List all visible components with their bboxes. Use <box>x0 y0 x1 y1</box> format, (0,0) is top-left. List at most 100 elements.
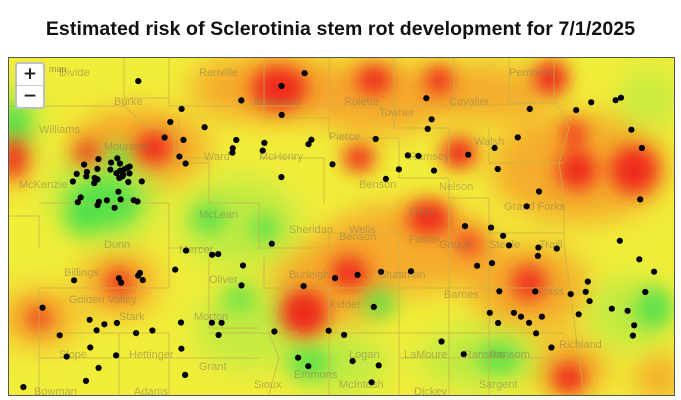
station-marker[interactable] <box>136 269 143 277</box>
station-marker[interactable] <box>496 288 503 295</box>
station-marker[interactable] <box>167 118 174 126</box>
station-marker[interactable] <box>438 338 445 345</box>
station-marker[interactable] <box>584 278 591 285</box>
station-marker[interactable] <box>117 196 124 203</box>
station-marker[interactable] <box>428 116 435 123</box>
station-marker[interactable] <box>424 125 431 132</box>
station-marker[interactable] <box>305 141 312 148</box>
station-marker[interactable] <box>523 203 530 210</box>
station-marker[interactable] <box>460 351 467 358</box>
station-marker[interactable] <box>114 155 121 162</box>
station-marker[interactable] <box>575 311 582 318</box>
station-marker[interactable] <box>631 322 638 329</box>
station-marker[interactable] <box>83 168 90 176</box>
station-marker[interactable] <box>407 268 415 275</box>
station-marker[interactable] <box>77 194 84 201</box>
station-marker[interactable] <box>177 319 185 326</box>
station-marker[interactable] <box>94 165 101 172</box>
station-marker[interactable] <box>208 319 215 326</box>
station-marker[interactable] <box>370 303 377 310</box>
station-marker[interactable] <box>161 134 168 141</box>
station-marker[interactable] <box>176 153 183 160</box>
station-marker[interactable] <box>81 161 88 168</box>
station-marker[interactable] <box>103 197 110 204</box>
station-marker[interactable] <box>491 144 498 151</box>
station-marker[interactable] <box>238 97 245 104</box>
station-marker[interactable] <box>295 354 302 361</box>
station-marker[interactable] <box>486 309 493 316</box>
station-marker[interactable] <box>91 180 98 187</box>
station-marker[interactable] <box>133 330 140 337</box>
station-marker[interactable] <box>395 166 402 173</box>
station-marker[interactable] <box>183 247 190 254</box>
station-marker[interactable] <box>538 313 546 320</box>
station-marker[interactable] <box>430 167 438 174</box>
station-marker[interactable] <box>278 174 285 181</box>
station-marker[interactable] <box>69 178 76 185</box>
station-marker[interactable] <box>229 145 236 152</box>
station-marker[interactable] <box>233 136 240 144</box>
station-marker[interactable] <box>510 309 517 316</box>
station-marker[interactable] <box>93 327 100 334</box>
station-marker[interactable] <box>415 152 422 159</box>
station-marker[interactable] <box>149 327 156 334</box>
station-marker[interactable] <box>526 105 533 112</box>
station-marker[interactable] <box>349 358 356 365</box>
station-marker[interactable] <box>526 319 533 326</box>
station-marker[interactable] <box>629 332 637 339</box>
station-marker[interactable] <box>465 151 472 158</box>
station-marker[interactable] <box>95 156 102 163</box>
station-marker[interactable] <box>116 174 123 182</box>
station-marker[interactable] <box>325 327 332 334</box>
station-marker[interactable] <box>215 331 222 339</box>
station-marker[interactable] <box>218 319 225 326</box>
station-marker[interactable] <box>423 95 430 102</box>
station-marker[interactable] <box>305 363 312 370</box>
station-marker[interactable] <box>108 159 115 166</box>
station-marker[interactable] <box>377 268 385 275</box>
station-marker[interactable] <box>229 149 236 156</box>
station-marker[interactable] <box>73 170 80 177</box>
station-marker[interactable] <box>461 223 469 230</box>
station-marker[interactable] <box>495 319 502 327</box>
station-marker[interactable] <box>514 134 521 141</box>
station-marker[interactable] <box>278 82 285 90</box>
station-marker[interactable] <box>39 304 46 311</box>
zoom-out-button[interactable]: − <box>17 85 43 107</box>
station-marker[interactable] <box>404 152 411 159</box>
station-marker[interactable] <box>111 204 118 211</box>
station-marker[interactable] <box>139 277 146 284</box>
station-marker[interactable] <box>201 124 208 131</box>
station-marker[interactable] <box>368 379 375 386</box>
station-marker[interactable] <box>115 275 122 282</box>
station-marker[interactable] <box>332 275 339 282</box>
station-marker[interactable] <box>86 316 93 323</box>
station-marker[interactable] <box>301 70 308 77</box>
station-marker[interactable] <box>608 305 615 312</box>
station-marker[interactable] <box>494 165 501 173</box>
station-marker[interactable] <box>582 288 589 295</box>
station-marker[interactable] <box>71 277 78 284</box>
station-marker[interactable] <box>116 160 124 167</box>
station-marker[interactable] <box>487 224 495 231</box>
station-marker[interactable] <box>638 144 646 152</box>
station-marker[interactable] <box>651 268 658 275</box>
station-marker[interactable] <box>63 353 70 360</box>
station-marker[interactable] <box>74 199 81 206</box>
station-marker[interactable] <box>126 163 133 170</box>
station-marker[interactable] <box>178 345 185 352</box>
station-marker[interactable] <box>138 178 145 185</box>
station-marker[interactable] <box>101 321 108 328</box>
station-marker[interactable] <box>91 174 98 182</box>
station-marker[interactable] <box>534 252 542 259</box>
station-marker[interactable] <box>135 78 142 85</box>
station-marker[interactable] <box>382 175 389 182</box>
station-marker[interactable] <box>573 107 580 114</box>
station-marker[interactable] <box>533 330 540 337</box>
station-marker[interactable] <box>616 237 623 244</box>
station-marker[interactable] <box>215 251 222 258</box>
station-marker[interactable] <box>82 377 90 384</box>
station-marker[interactable] <box>113 352 120 359</box>
station-marker[interactable] <box>372 135 379 143</box>
station-marker[interactable] <box>628 126 635 133</box>
